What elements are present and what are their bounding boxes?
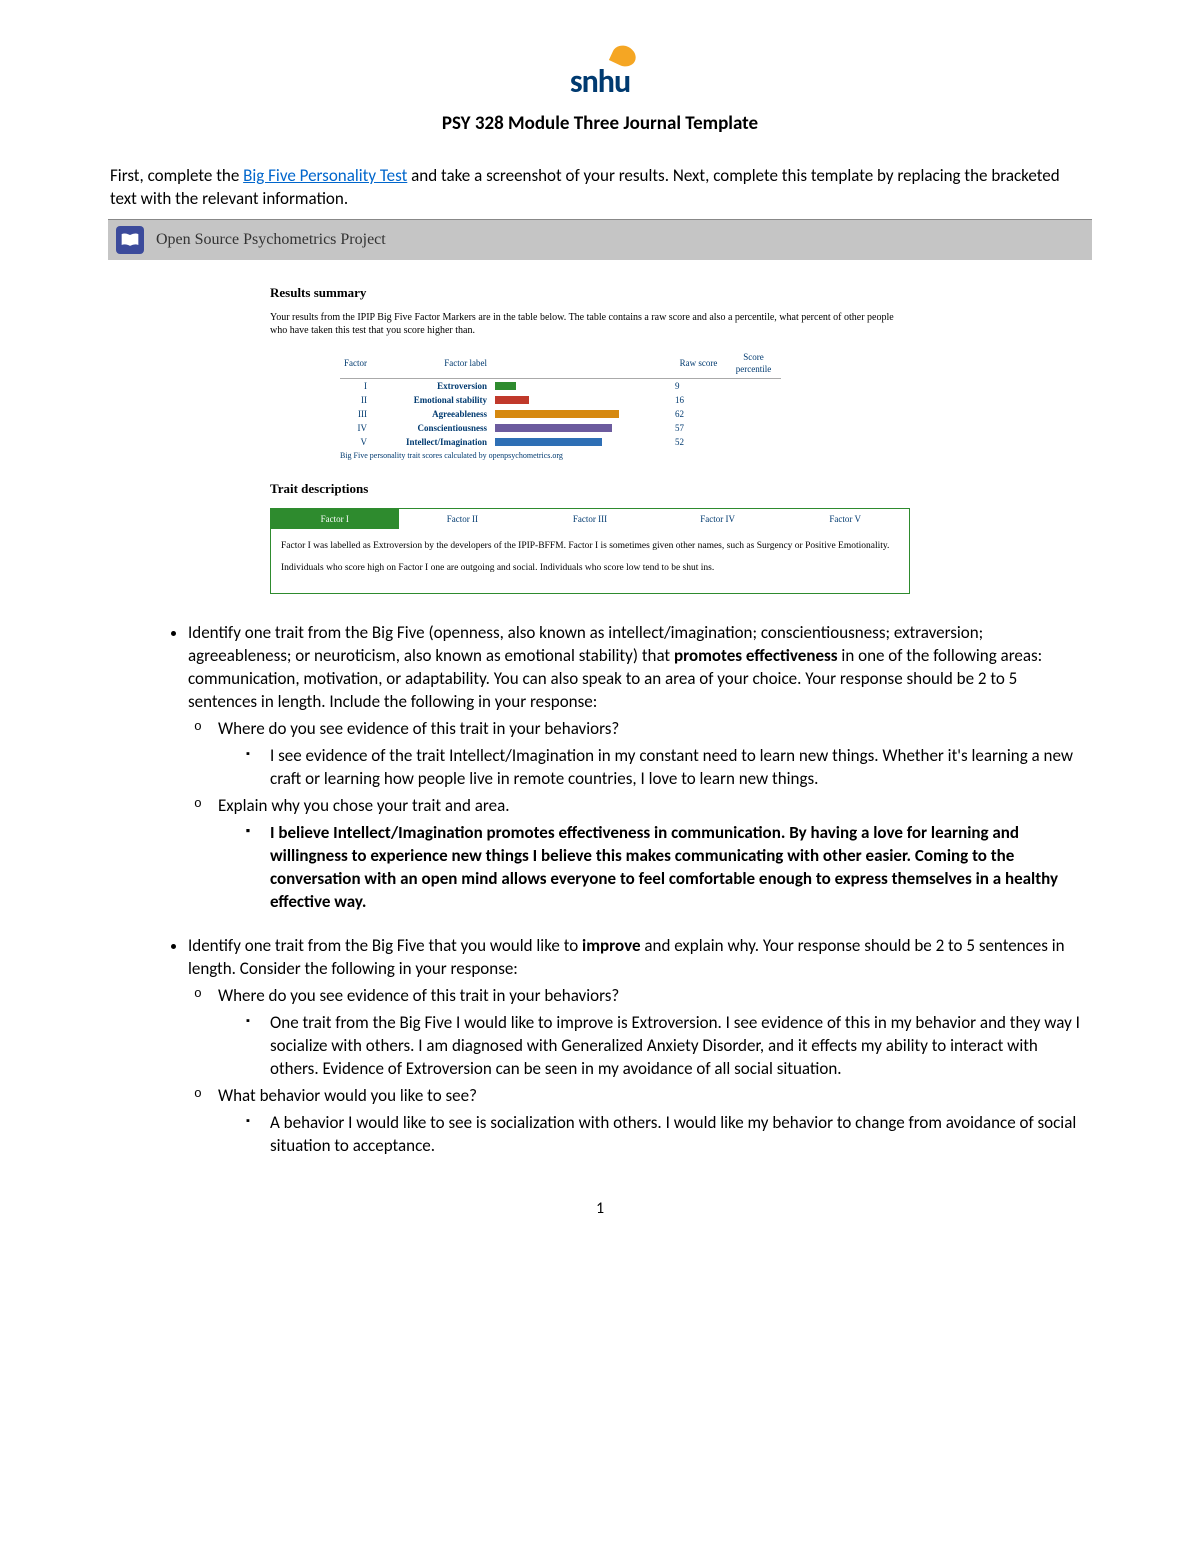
bar-cell [491,421,671,435]
raw-score: 62 [671,407,726,421]
snhu-logo: snhu [570,60,630,103]
tab-content: Factor I was labelled as Extroversion by… [271,529,909,594]
b2-q2: What behavior would you like to see? A b… [218,1085,1080,1158]
page-number: 1 [110,1198,1090,1220]
b2-q2-text: What behavior would you like to see? [218,1085,477,1106]
raw-score: 16 [671,393,726,407]
col-label: Factor label [371,351,491,378]
tabs-row: Factor IFactor IIFactor IIIFactor IVFact… [271,509,909,529]
factor-num: V [340,435,371,449]
table-row: IExtroversion 9 [340,378,781,393]
b1-q1-text: Where do you see evidence of this trait … [218,718,619,739]
factor-num: III [340,407,371,421]
logo-container: snhu [110,60,1090,103]
bar-cell [491,378,671,393]
results-screenshot: Results summary Your results from the IP… [270,284,910,595]
raw-score: 9 [671,378,726,393]
b1-bold: promotes effectiveness [674,645,838,666]
b2-text-a: Identify one trait from the Big Five tha… [188,935,582,956]
bullet-1: Identify one trait from the Big Five (op… [188,622,1090,913]
b1-a1: I see evidence of the trait Intellect/Im… [270,745,1080,791]
trait-tabs-box: Factor IFactor IIFactor IIIFactor IVFact… [270,508,910,595]
percentile [726,407,781,421]
bullet-2: Identify one trait from the Big Five tha… [188,935,1090,1157]
raw-score: 52 [671,435,726,449]
bar [495,382,516,390]
tab-factor-4[interactable]: Factor IV [654,509,782,529]
bar-cell [491,435,671,449]
intro-prefix: First, complete the [110,165,243,186]
b1-a2: I believe Intellect/Imagination promotes… [270,822,1080,914]
tab-factor-1[interactable]: Factor I [271,509,399,529]
results-description: Your results from the IPIP Big Five Fact… [270,311,910,337]
table-row: IIEmotional stability 16 [340,393,781,407]
trait-heading: Trait descriptions [270,480,910,498]
percentile [726,421,781,435]
results-heading: Results summary [270,284,910,302]
logo-text: snhu [570,62,630,101]
percentile [726,378,781,393]
document-title: PSY 328 Module Three Journal Template [110,111,1090,137]
b2-q1-text: Where do you see evidence of this trait … [218,985,619,1006]
factor-label: Emotional stability [371,393,491,407]
factor-label: Extroversion [371,378,491,393]
chart-footnote: Big Five personality trait scores calcul… [340,451,910,462]
book-icon [116,226,144,254]
b2-a2: A behavior I would like to see is social… [270,1112,1080,1158]
factor-label: Intellect/Imagination [371,435,491,449]
table-row: IVConscientiousness 57 [340,421,781,435]
percentile [726,393,781,407]
chart-container: Factor Factor label Raw score Score perc… [340,351,910,462]
table-row: VIntellect/Imagination 52 [340,435,781,449]
b2-q1: Where do you see evidence of this trait … [218,985,1080,1081]
tab-factor-2[interactable]: Factor II [399,509,527,529]
b1-q2: Explain why you chose your trait and are… [218,795,1080,914]
b2-a1: One trait from the Big Five I would like… [270,1012,1080,1081]
col-raw: Raw score [671,351,726,378]
results-table: Factor Factor label Raw score Score perc… [340,351,781,449]
big-five-link[interactable]: Big Five Personality Test [243,165,407,186]
percentile [726,435,781,449]
bar [495,396,529,404]
table-row: IIIAgreeableness 62 [340,407,781,421]
bar [495,424,612,432]
factor-num: I [340,378,371,393]
bar [495,438,602,446]
b1-q2-text: Explain why you chose your trait and are… [218,795,510,816]
factor-label: Conscientiousness [371,421,491,435]
project-banner: Open Source Psychometrics Project [108,219,1092,260]
factor-num: II [340,393,371,407]
intro-paragraph: First, complete the Big Five Personality… [110,165,1090,211]
trait-p1: Factor I was labelled as Extroversion by… [281,539,899,553]
bar-cell [491,393,671,407]
bar-cell [491,407,671,421]
trait-p2: Individuals who score high on Factor I o… [281,561,899,575]
col-pct: Score percentile [726,351,781,378]
banner-text: Open Source Psychometrics Project [156,229,386,251]
b2-bold: improve [582,935,641,956]
col-bar [491,351,671,378]
assignment-bullets: Identify one trait from the Big Five (op… [110,622,1090,1158]
tab-factor-3[interactable]: Factor III [526,509,654,529]
factor-label: Agreeableness [371,407,491,421]
tab-factor-5[interactable]: Factor V [781,509,909,529]
bar [495,410,619,418]
raw-score: 57 [671,421,726,435]
col-factor: Factor [340,351,371,378]
factor-num: IV [340,421,371,435]
b1-q1: Where do you see evidence of this trait … [218,718,1080,791]
